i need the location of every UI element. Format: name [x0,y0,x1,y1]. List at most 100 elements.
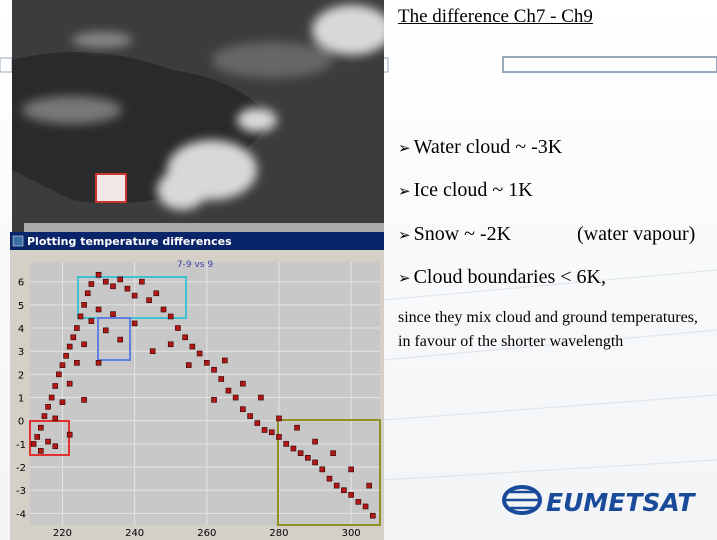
point [326,475,333,482]
point [66,343,73,350]
point [70,334,77,341]
point [297,450,304,456]
point [38,448,44,454]
point [84,290,91,297]
point [117,336,124,343]
point [131,320,138,327]
plot-window: Plotting temperature differences 7-9 vs … [10,232,384,540]
y-tick-label: 2 [18,370,24,381]
logo: EUMETSAT [502,485,696,517]
point [366,482,372,489]
point [185,362,192,368]
point [305,455,311,461]
point [146,297,152,304]
y-tick-label: -4 [16,509,26,520]
point [102,278,109,285]
point [153,290,160,297]
point [66,380,73,387]
point [247,413,253,419]
point [319,466,326,473]
bullet: Cloud boundaries < 6K, [398,266,606,289]
point [254,420,261,426]
point [218,376,225,382]
point [88,281,95,287]
point [52,415,59,422]
y-tick-label: 0 [18,417,24,428]
point [240,380,246,387]
point [48,394,55,401]
x-tick-label: 280 [269,528,288,539]
y-tick-label: 5 [18,301,24,312]
point [211,366,217,373]
point [175,325,181,331]
point [312,459,318,466]
region-box [277,419,381,526]
point [52,443,59,450]
point [38,424,44,431]
point [56,371,62,378]
point [45,438,51,445]
point [276,434,282,440]
point [290,445,297,452]
point [95,359,102,366]
region-box [77,276,187,319]
point [294,424,300,431]
point [312,438,318,445]
point [81,397,87,403]
point [77,313,84,320]
point [59,362,66,368]
satellite-image [12,0,384,232]
y-tick-label: -1 [16,440,26,451]
region-box [97,317,131,361]
point [52,383,59,389]
point [110,311,116,317]
point [63,353,69,359]
point [110,283,116,290]
point [204,359,210,366]
point [74,325,80,331]
point [41,413,48,419]
point [34,434,41,440]
point [348,492,354,498]
point [66,431,73,438]
window-title: Plotting temperature differences [27,235,232,248]
point [341,487,347,494]
y-tick-label: -3 [16,486,26,497]
point [139,278,145,285]
point [276,415,282,422]
point [95,306,102,313]
bullet: Ice cloud ~ 1K [398,179,533,202]
point [124,285,131,292]
point [30,441,37,447]
slide-title: The difference Ch7 - Ch9 [398,6,593,27]
point [261,427,268,433]
point [102,327,109,334]
point [117,276,124,283]
point [232,394,239,401]
note: since they mix cloud and ground temperat… [398,309,698,350]
point [74,359,80,366]
point [369,512,376,519]
x-tick-label: 220 [53,528,72,539]
point [196,350,203,357]
x-tick-label: 240 [125,528,144,539]
point [45,404,51,410]
y-tick-label: -2 [16,463,26,474]
logo-text: EUMETSAT [546,488,696,517]
point [131,292,138,299]
x-tick-label: 300 [342,528,361,539]
point [222,357,228,364]
point [348,466,354,473]
point [167,313,174,320]
bullet: Snow ~ -2K [398,223,512,246]
point [362,503,369,510]
bullet-aside: (water vapour) [577,223,696,245]
point [160,306,167,313]
point [59,399,66,405]
point [88,318,95,324]
point [167,341,174,348]
y-tick-label: 6 [18,278,24,289]
y-tick-label: 3 [18,347,24,358]
